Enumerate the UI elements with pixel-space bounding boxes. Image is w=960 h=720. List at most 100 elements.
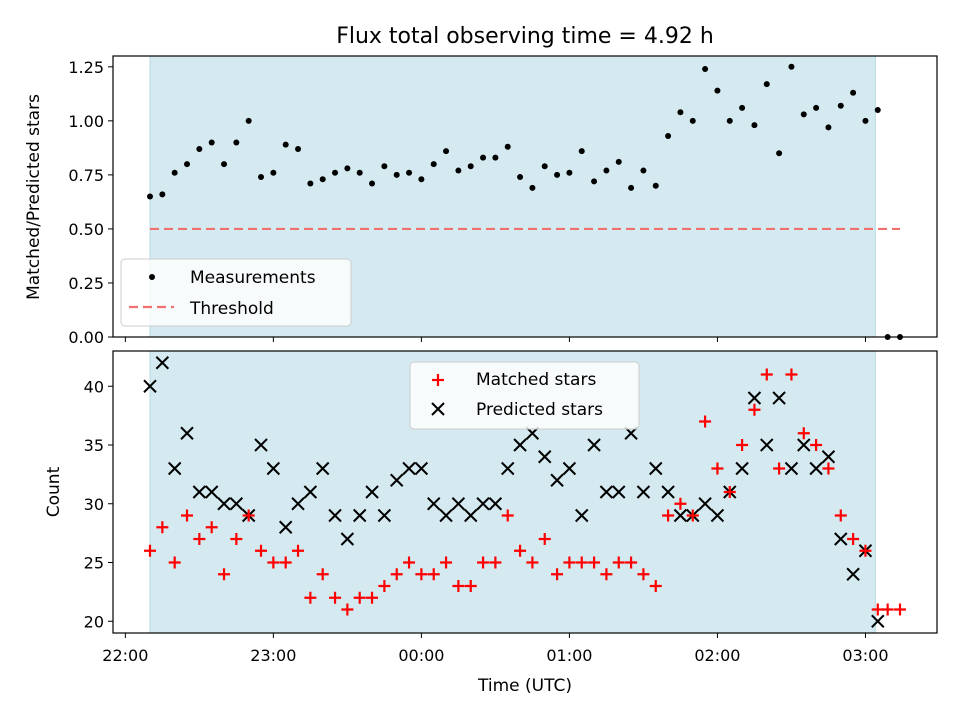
measurement-point [628, 184, 635, 191]
matched-star-point [575, 556, 588, 569]
matched-star-point [686, 509, 699, 522]
predicted-star-point [809, 461, 823, 476]
measurement-point [270, 169, 277, 176]
matched-star-point [859, 544, 872, 557]
measurement-point [874, 107, 881, 114]
predicted-star-point [710, 508, 725, 523]
matched-star-point [452, 580, 465, 592]
matched-star-point [218, 568, 231, 581]
measurement-point [393, 171, 400, 178]
matched-star-point [403, 556, 416, 569]
count-x-ticks: 22:00 23:00 00:00 01:00 02:00 03:00 [102, 633, 889, 665]
x-tick-label: 23:00 [250, 646, 296, 665]
matched-star-point [489, 556, 502, 569]
count-y-tick-label: 30 [84, 495, 104, 514]
measurement-point [800, 111, 807, 118]
predicted-star-point [291, 497, 305, 511]
matched-star-point [353, 591, 366, 604]
matched-star-point [748, 403, 761, 416]
predicted-star-point [303, 485, 318, 499]
ratio-legend-box [120, 258, 352, 327]
measurement-point [480, 154, 487, 161]
measurement-point [776, 150, 783, 157]
count-plot-frame [112, 350, 938, 634]
measurement-point [517, 174, 524, 181]
matched-star-point [168, 556, 181, 569]
measurement-point [615, 158, 622, 165]
predicted-star-point [464, 508, 478, 523]
x-tick-label: 02:00 [694, 646, 740, 665]
measurement-point [184, 161, 191, 168]
legend-matched-marker [432, 374, 444, 386]
measurement-point [208, 139, 215, 146]
matched-star-point [156, 521, 169, 534]
measurement-point [233, 139, 240, 146]
legend-predicted-label: Predicted stars [476, 400, 603, 420]
predicted-star-point [315, 461, 330, 476]
predicted-star-point [772, 391, 786, 405]
matched-star-point [477, 556, 490, 569]
measurement-point [813, 104, 820, 111]
measurement-point [369, 180, 376, 187]
measurement-point [578, 148, 585, 155]
matched-star-point [390, 568, 403, 581]
predicted-star-point [278, 520, 293, 534]
chart-title: Flux total observing time = 4.92 h [336, 24, 714, 49]
measurement-point [381, 163, 388, 170]
ratio-y-tick-label: 1.25 [68, 58, 104, 77]
ratio-plot-frame [112, 55, 938, 338]
count-y-tick-label: 35 [84, 436, 104, 455]
count-panel: 20 25 30 35 40 22:00 23:00 00:00 01:00 02:00 03:0… [44, 350, 938, 696]
matched-star-point [181, 509, 194, 522]
measurement-point [665, 132, 672, 139]
predicted-star-point [254, 438, 268, 452]
matched-star-point [341, 603, 354, 616]
count-y-tick-label: 40 [84, 377, 104, 396]
predicted-star-point [834, 532, 848, 546]
predicted-star-point [476, 497, 490, 511]
predicted-star-point [784, 461, 799, 476]
count-legend: Matched stars Predicted stars [409, 361, 640, 430]
predicted-star-point [599, 485, 614, 499]
predicted-star-point [155, 356, 170, 370]
measurement-point [825, 124, 832, 131]
legend-threshold-label: Threshold [189, 299, 274, 319]
measurement-point [850, 89, 857, 96]
measurement-point [455, 167, 462, 174]
predicted-star-point [143, 379, 157, 393]
predicted-star-point [673, 508, 688, 523]
matched-star-point [440, 556, 453, 569]
measurement-point [763, 81, 770, 88]
measurement-point [418, 176, 425, 183]
measurement-point [862, 117, 869, 124]
measurement-point [640, 167, 647, 174]
predicted-star-point [538, 450, 552, 464]
predicted-star-point [636, 485, 651, 499]
matched-star-point [649, 580, 662, 592]
measurement-point [677, 109, 684, 116]
matched-star-point [538, 533, 551, 545]
measurement-point [837, 102, 844, 109]
measurement-point [529, 184, 536, 191]
predicted-star-point [328, 508, 342, 523]
matched-star-point [723, 486, 736, 498]
predicted-star-point [402, 461, 416, 476]
matched-star-point [230, 533, 243, 545]
ratio-legend: Measurements Threshold [120, 258, 352, 327]
matched-star-point [699, 415, 712, 428]
measurement-point [307, 180, 314, 187]
predicted-star-point [871, 614, 885, 628]
predicted-star-point [266, 461, 281, 476]
predicted-star-point [377, 508, 392, 523]
matched-star-point [674, 497, 687, 510]
matched-star-point [279, 556, 292, 569]
matched-star-point [711, 462, 724, 475]
x-axis-label: Time (UTC) [477, 676, 572, 696]
x-tick-label: 01:00 [546, 646, 592, 665]
matched-star-point [797, 427, 810, 440]
predicted-star-point [340, 532, 355, 546]
measurement-point [714, 87, 721, 94]
predicted-star-point [698, 497, 712, 511]
measurement-point [430, 161, 437, 168]
matched-star-point [205, 521, 218, 534]
